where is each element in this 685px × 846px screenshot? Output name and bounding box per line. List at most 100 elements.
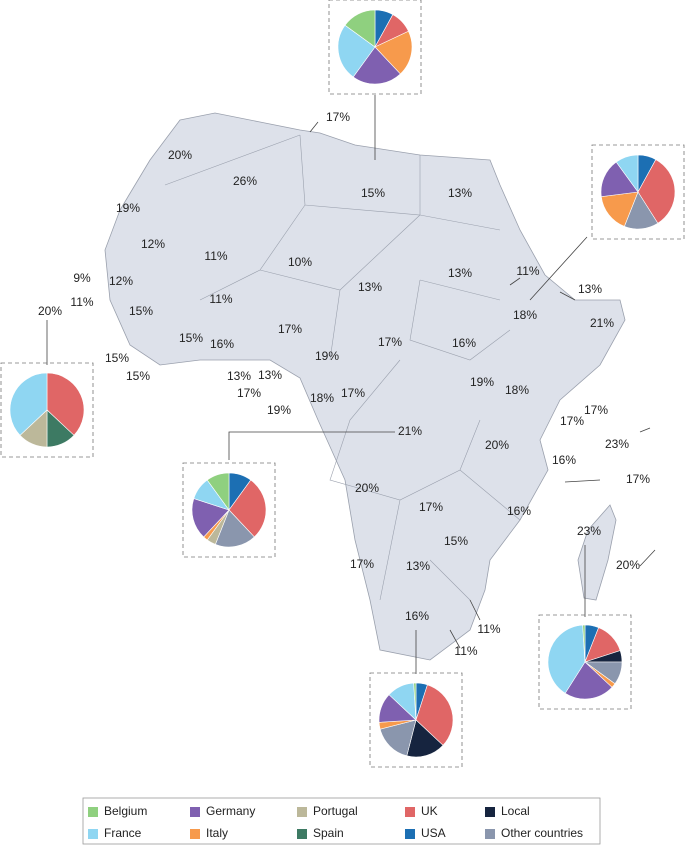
legend-label: USA [421, 826, 446, 840]
legend-swatch [485, 807, 495, 817]
legend-swatch [405, 829, 415, 839]
region-label: 17% [378, 335, 402, 349]
region-label: 11% [204, 249, 227, 263]
region-label: 19% [267, 403, 291, 417]
region-label: 20% [616, 558, 640, 572]
legend-swatch [88, 807, 98, 817]
pie-slice [615, 154, 639, 193]
pie-slice [547, 624, 586, 694]
region-label: 13% [258, 368, 282, 382]
legend-label: Other countries [501, 826, 583, 840]
region-label: 17% [350, 557, 374, 571]
pie-slice [206, 472, 230, 511]
pie-slice [9, 372, 48, 436]
legend-label: France [104, 826, 142, 840]
legend-label: Belgium [104, 804, 147, 818]
region-label: 20% [355, 481, 379, 495]
legend-label: Local [501, 804, 530, 818]
region-label: 12% [109, 274, 133, 288]
region-label: 17% [326, 110, 350, 124]
region-label: 16% [552, 453, 576, 467]
pie-box [591, 144, 685, 240]
region-label: 17% [584, 403, 608, 417]
legend-box [82, 797, 601, 845]
region-label: 9% [73, 271, 91, 285]
madagascar [577, 504, 617, 601]
region-label: 16% [452, 336, 476, 350]
pie-slice [191, 498, 230, 538]
pie-slice [344, 9, 376, 48]
region-label: 16% [507, 504, 531, 518]
borders [164, 134, 521, 601]
region-label: 13% [358, 280, 382, 294]
region-label: 13% [448, 266, 472, 280]
pie-box [538, 614, 632, 710]
region-label: 11% [454, 644, 477, 658]
region-label: 21% [398, 424, 422, 438]
region-label: 13% [578, 282, 602, 296]
region-label: 15% [126, 369, 150, 383]
pie-slice [46, 372, 85, 436]
legend-swatch [485, 829, 495, 839]
region-label: 17% [341, 386, 365, 400]
pie-box [369, 672, 463, 768]
region-label: 12% [141, 237, 165, 251]
pie-slice [582, 624, 586, 663]
africa [104, 112, 626, 661]
region-label: 23% [577, 524, 601, 538]
region-label: 20% [168, 148, 192, 162]
region-label: 16% [405, 609, 429, 623]
region-label: 13% [406, 559, 430, 573]
pie-slice [564, 661, 613, 700]
legend-swatch [405, 807, 415, 817]
legend-swatch [88, 829, 98, 839]
pie-box [328, 0, 422, 95]
region-label: 13% [227, 369, 251, 383]
pie-slice [637, 159, 676, 224]
region-label: 17% [626, 472, 650, 486]
region-label: 15% [444, 534, 468, 548]
region-label: 18% [513, 308, 537, 322]
region-label: 16% [210, 337, 234, 351]
legend-label: Germany [206, 804, 255, 818]
legend-label: Spain [313, 826, 344, 840]
region-label: 13% [448, 186, 472, 200]
region-label: 17% [419, 500, 443, 514]
legend-label: UK [421, 804, 438, 818]
region-label: 11% [477, 622, 500, 636]
pie-box [0, 362, 94, 458]
pie-slice [214, 509, 255, 548]
pie-slice [415, 684, 454, 746]
region-label: 20% [38, 304, 62, 318]
region-label: 11% [209, 292, 232, 306]
region-label: 20% [485, 438, 509, 452]
region-label: 19% [470, 375, 494, 389]
region-label: 15% [179, 331, 203, 345]
pie-slice [228, 479, 267, 538]
pie-slice [337, 24, 376, 78]
region-label: 10% [288, 255, 312, 269]
legend-label: Italy [206, 826, 228, 840]
region-label: 19% [116, 201, 140, 215]
region-label: 18% [505, 383, 529, 397]
region-label: 11% [516, 264, 539, 278]
pie-slice [413, 682, 417, 721]
legend-swatch [190, 829, 200, 839]
region-label: 21% [590, 316, 614, 330]
region-label: 19% [315, 349, 339, 363]
region-label: 17% [237, 386, 261, 400]
region-label: 15% [129, 304, 153, 318]
region-label: 17% [278, 322, 302, 336]
pie-slice [374, 30, 413, 75]
region-label: 15% [361, 186, 385, 200]
leader-lines [46, 95, 656, 674]
region-label: 17% [560, 414, 584, 428]
legend-swatch [190, 807, 200, 817]
pie-box [182, 462, 276, 558]
legend-swatch [297, 807, 307, 817]
region-label: 15% [105, 351, 129, 365]
legend-label: Portugal [313, 804, 358, 818]
region-label: 11% [70, 295, 93, 309]
region-label: 26% [233, 174, 257, 188]
